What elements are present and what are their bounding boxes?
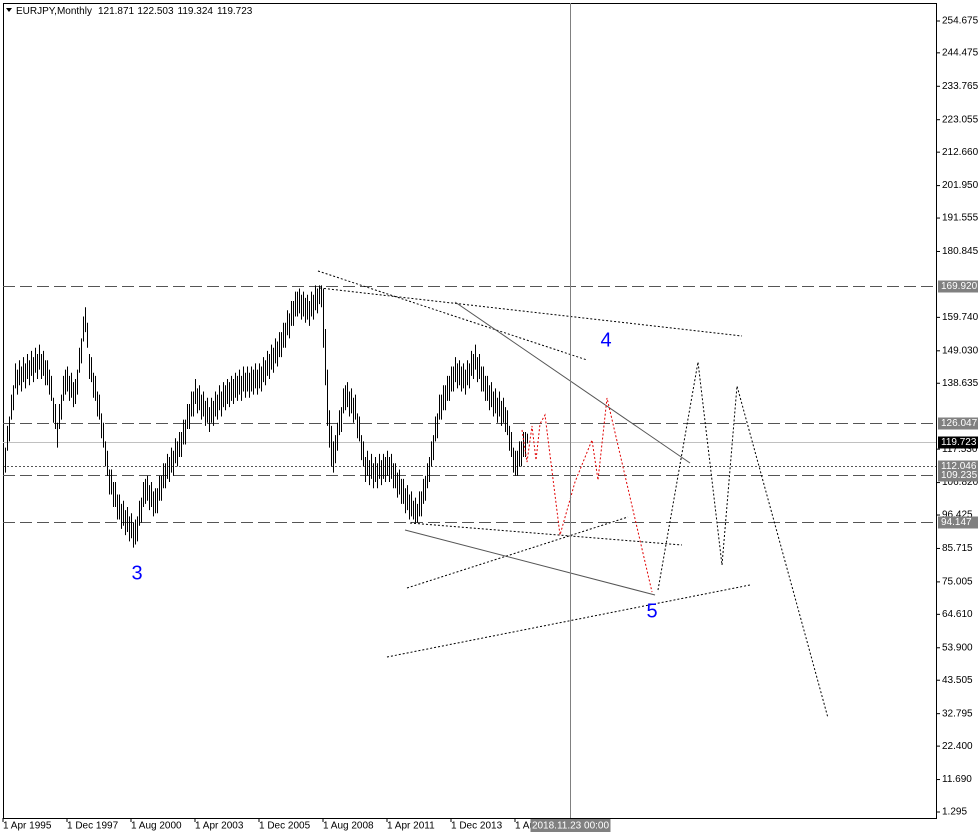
- x-tick-label: 1 Dec 1997: [67, 821, 119, 832]
- trendline: [409, 522, 683, 546]
- y-tick-label: 43.505: [942, 675, 973, 686]
- levels: [3, 286, 936, 523]
- x-tick-label: 1 Apr 1995: [3, 821, 52, 832]
- projection-red: [521, 397, 653, 593]
- y-tick-label: 149.030: [942, 345, 979, 356]
- trendline: [404, 529, 656, 596]
- y-tick-label: 223.055: [942, 114, 979, 125]
- y-tick-label: 233.765: [942, 81, 979, 92]
- price-label: 126.047: [941, 418, 978, 429]
- trendline: [317, 270, 588, 361]
- x-tick-label: 1 Aug 2008: [323, 821, 374, 832]
- wave-label: 3: [131, 562, 142, 584]
- low: 119.324: [178, 6, 214, 17]
- y-tick-label: 11.690: [942, 774, 972, 785]
- price-label: 169.920: [941, 281, 978, 292]
- y-tick-label: 244.475: [942, 47, 979, 58]
- price-label: 112.046: [941, 461, 977, 472]
- trendline: [454, 301, 691, 464]
- open: 121.871: [98, 6, 135, 17]
- trendline: [386, 584, 751, 658]
- symbol: EURJPY,Monthly: [16, 6, 92, 17]
- crosshair-label-box: [530, 819, 611, 832]
- wave-label: 5: [646, 600, 657, 622]
- x-tick-label: 1 Apr 2011: [387, 821, 435, 832]
- crosshair-label: 2018.11.23 00:00: [532, 821, 610, 832]
- price-label: 119.723: [941, 437, 977, 448]
- y-tick-label: 106.820: [942, 477, 979, 488]
- y-tick-label: 85.715: [942, 543, 973, 554]
- price-label-box: [938, 469, 978, 482]
- trendline: [406, 516, 629, 589]
- close: 119.723: [217, 6, 253, 17]
- price-label-box: [938, 516, 978, 529]
- trendline: [319, 287, 743, 337]
- y-tick-label: 191.555: [942, 213, 979, 224]
- x-tick-label: 1 Dec 2005: [259, 821, 311, 832]
- y-tick-label: 75.005: [942, 577, 973, 588]
- price-label-box: [938, 280, 978, 293]
- plot-frame: [3, 3, 937, 819]
- y-tick-label: 53.900: [942, 642, 973, 653]
- y-tick-label: 1.295: [942, 807, 967, 818]
- price-label-box: [938, 436, 978, 449]
- y-tick-label: 159.740: [942, 312, 979, 323]
- price-label-box: [938, 417, 978, 430]
- price-label: 94.147: [941, 517, 972, 528]
- y-tick-label: 138.635: [942, 378, 979, 389]
- drawings: [317, 270, 829, 719]
- y-tick-label: 22.400: [942, 741, 973, 752]
- y-tick-label: 117.530: [942, 444, 978, 455]
- y-tick-label: 96.425: [942, 510, 973, 521]
- x-tick-label: 1 Apr 2003: [195, 821, 244, 832]
- y-tick-label: 180.845: [942, 246, 979, 257]
- chart-header: EURJPY,Monthly 121.871 122.503 119.324 119.7…: [16, 6, 253, 17]
- y-tick-label: 254.675: [942, 16, 979, 27]
- y-tick-label: 212.660: [942, 147, 979, 158]
- wave-label: 4: [600, 329, 611, 351]
- price-label: 109.235: [941, 470, 978, 481]
- y-tick-label: 32.795: [942, 708, 973, 719]
- axes: 254.675 244.475 233.765 223.055 212.660 201.9…: [2, 3, 979, 832]
- x-tick-label: 1 Dec 2013: [451, 821, 503, 832]
- x-tick-label: 1 Aug 2000: [131, 821, 182, 832]
- high: 122.503: [137, 6, 174, 17]
- y-tick-label: 201.950: [942, 180, 979, 191]
- bars: [3, 285, 528, 548]
- menu-arrow[interactable]: [6, 8, 12, 12]
- y-tick-label: 64.610: [942, 609, 973, 620]
